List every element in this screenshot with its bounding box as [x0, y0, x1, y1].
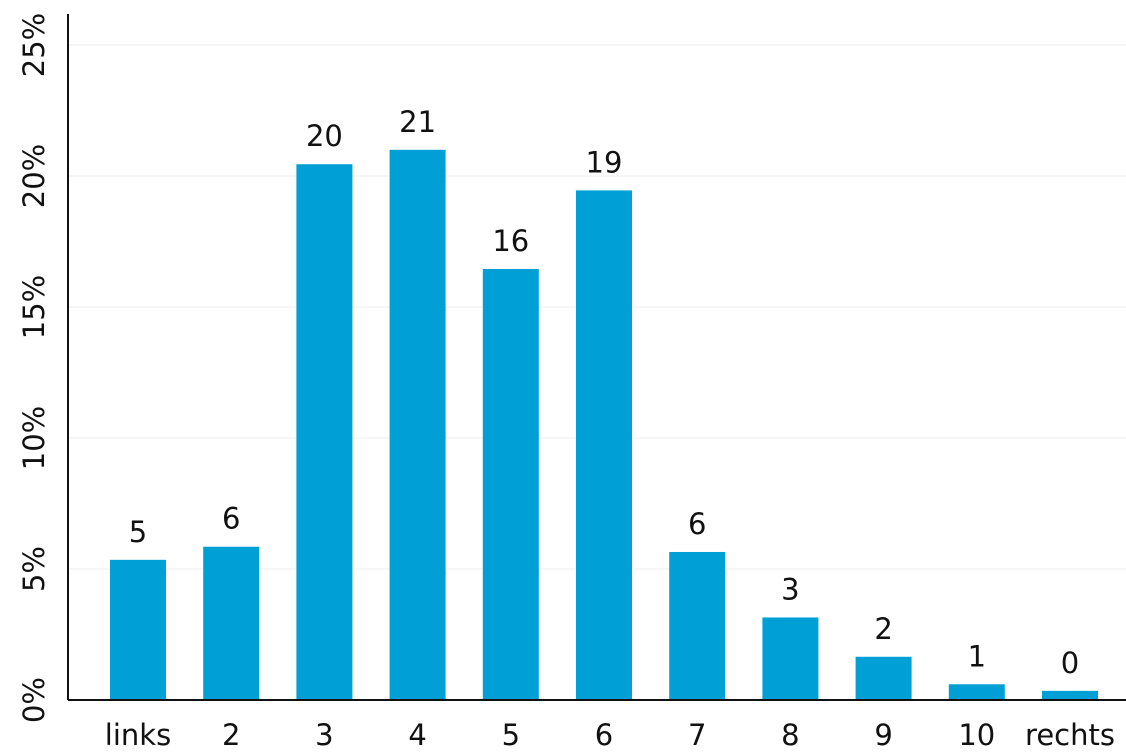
bar: [762, 617, 819, 700]
x-tick-label: 8: [781, 718, 799, 751]
axes: [67, 14, 1126, 701]
x-tick-label: 9: [874, 718, 892, 751]
x-tick-label: links: [105, 718, 171, 751]
bar: [296, 164, 353, 700]
data-label: 21: [399, 105, 436, 139]
data-label: 20: [306, 119, 343, 153]
data-label: 3: [781, 572, 799, 606]
y-tick-label: 5%: [17, 546, 51, 592]
data-label: 5: [129, 515, 147, 549]
y-tick-label: 25%: [17, 13, 51, 77]
x-tick-label: 3: [315, 718, 333, 751]
y-tick-label: 15%: [17, 275, 51, 339]
bar: [389, 149, 446, 701]
bar: [669, 551, 726, 700]
data-label: 6: [688, 507, 706, 541]
data-label: 19: [586, 145, 623, 179]
x-tick-label: 7: [688, 718, 706, 751]
bars: [110, 149, 1098, 701]
x-tick-label: 10: [958, 718, 995, 751]
x-tick-label: 6: [595, 718, 613, 751]
data-label: 0: [1061, 646, 1079, 680]
y-tick-label: 10%: [17, 406, 51, 470]
y-tick-label: 20%: [17, 144, 51, 208]
labels: 0%5%10%15%20%25%5links622032141651966738…: [17, 13, 1115, 752]
data-label: 6: [222, 502, 240, 536]
x-tick-label: 5: [502, 718, 520, 751]
data-label: 2: [874, 612, 892, 646]
data-label: 1: [968, 639, 986, 673]
x-tick-label: 2: [222, 718, 240, 751]
bar: [948, 684, 1005, 700]
x-tick-label: 4: [408, 718, 426, 751]
x-tick-label: rechts: [1025, 718, 1115, 751]
bar: [855, 656, 912, 700]
bar: [110, 559, 166, 700]
bar: [1042, 690, 1098, 700]
bar: [203, 546, 260, 700]
bar: [576, 190, 632, 700]
bar: [482, 269, 539, 700]
y-tick-label: 0%: [17, 677, 51, 723]
data-label: 16: [492, 224, 529, 258]
